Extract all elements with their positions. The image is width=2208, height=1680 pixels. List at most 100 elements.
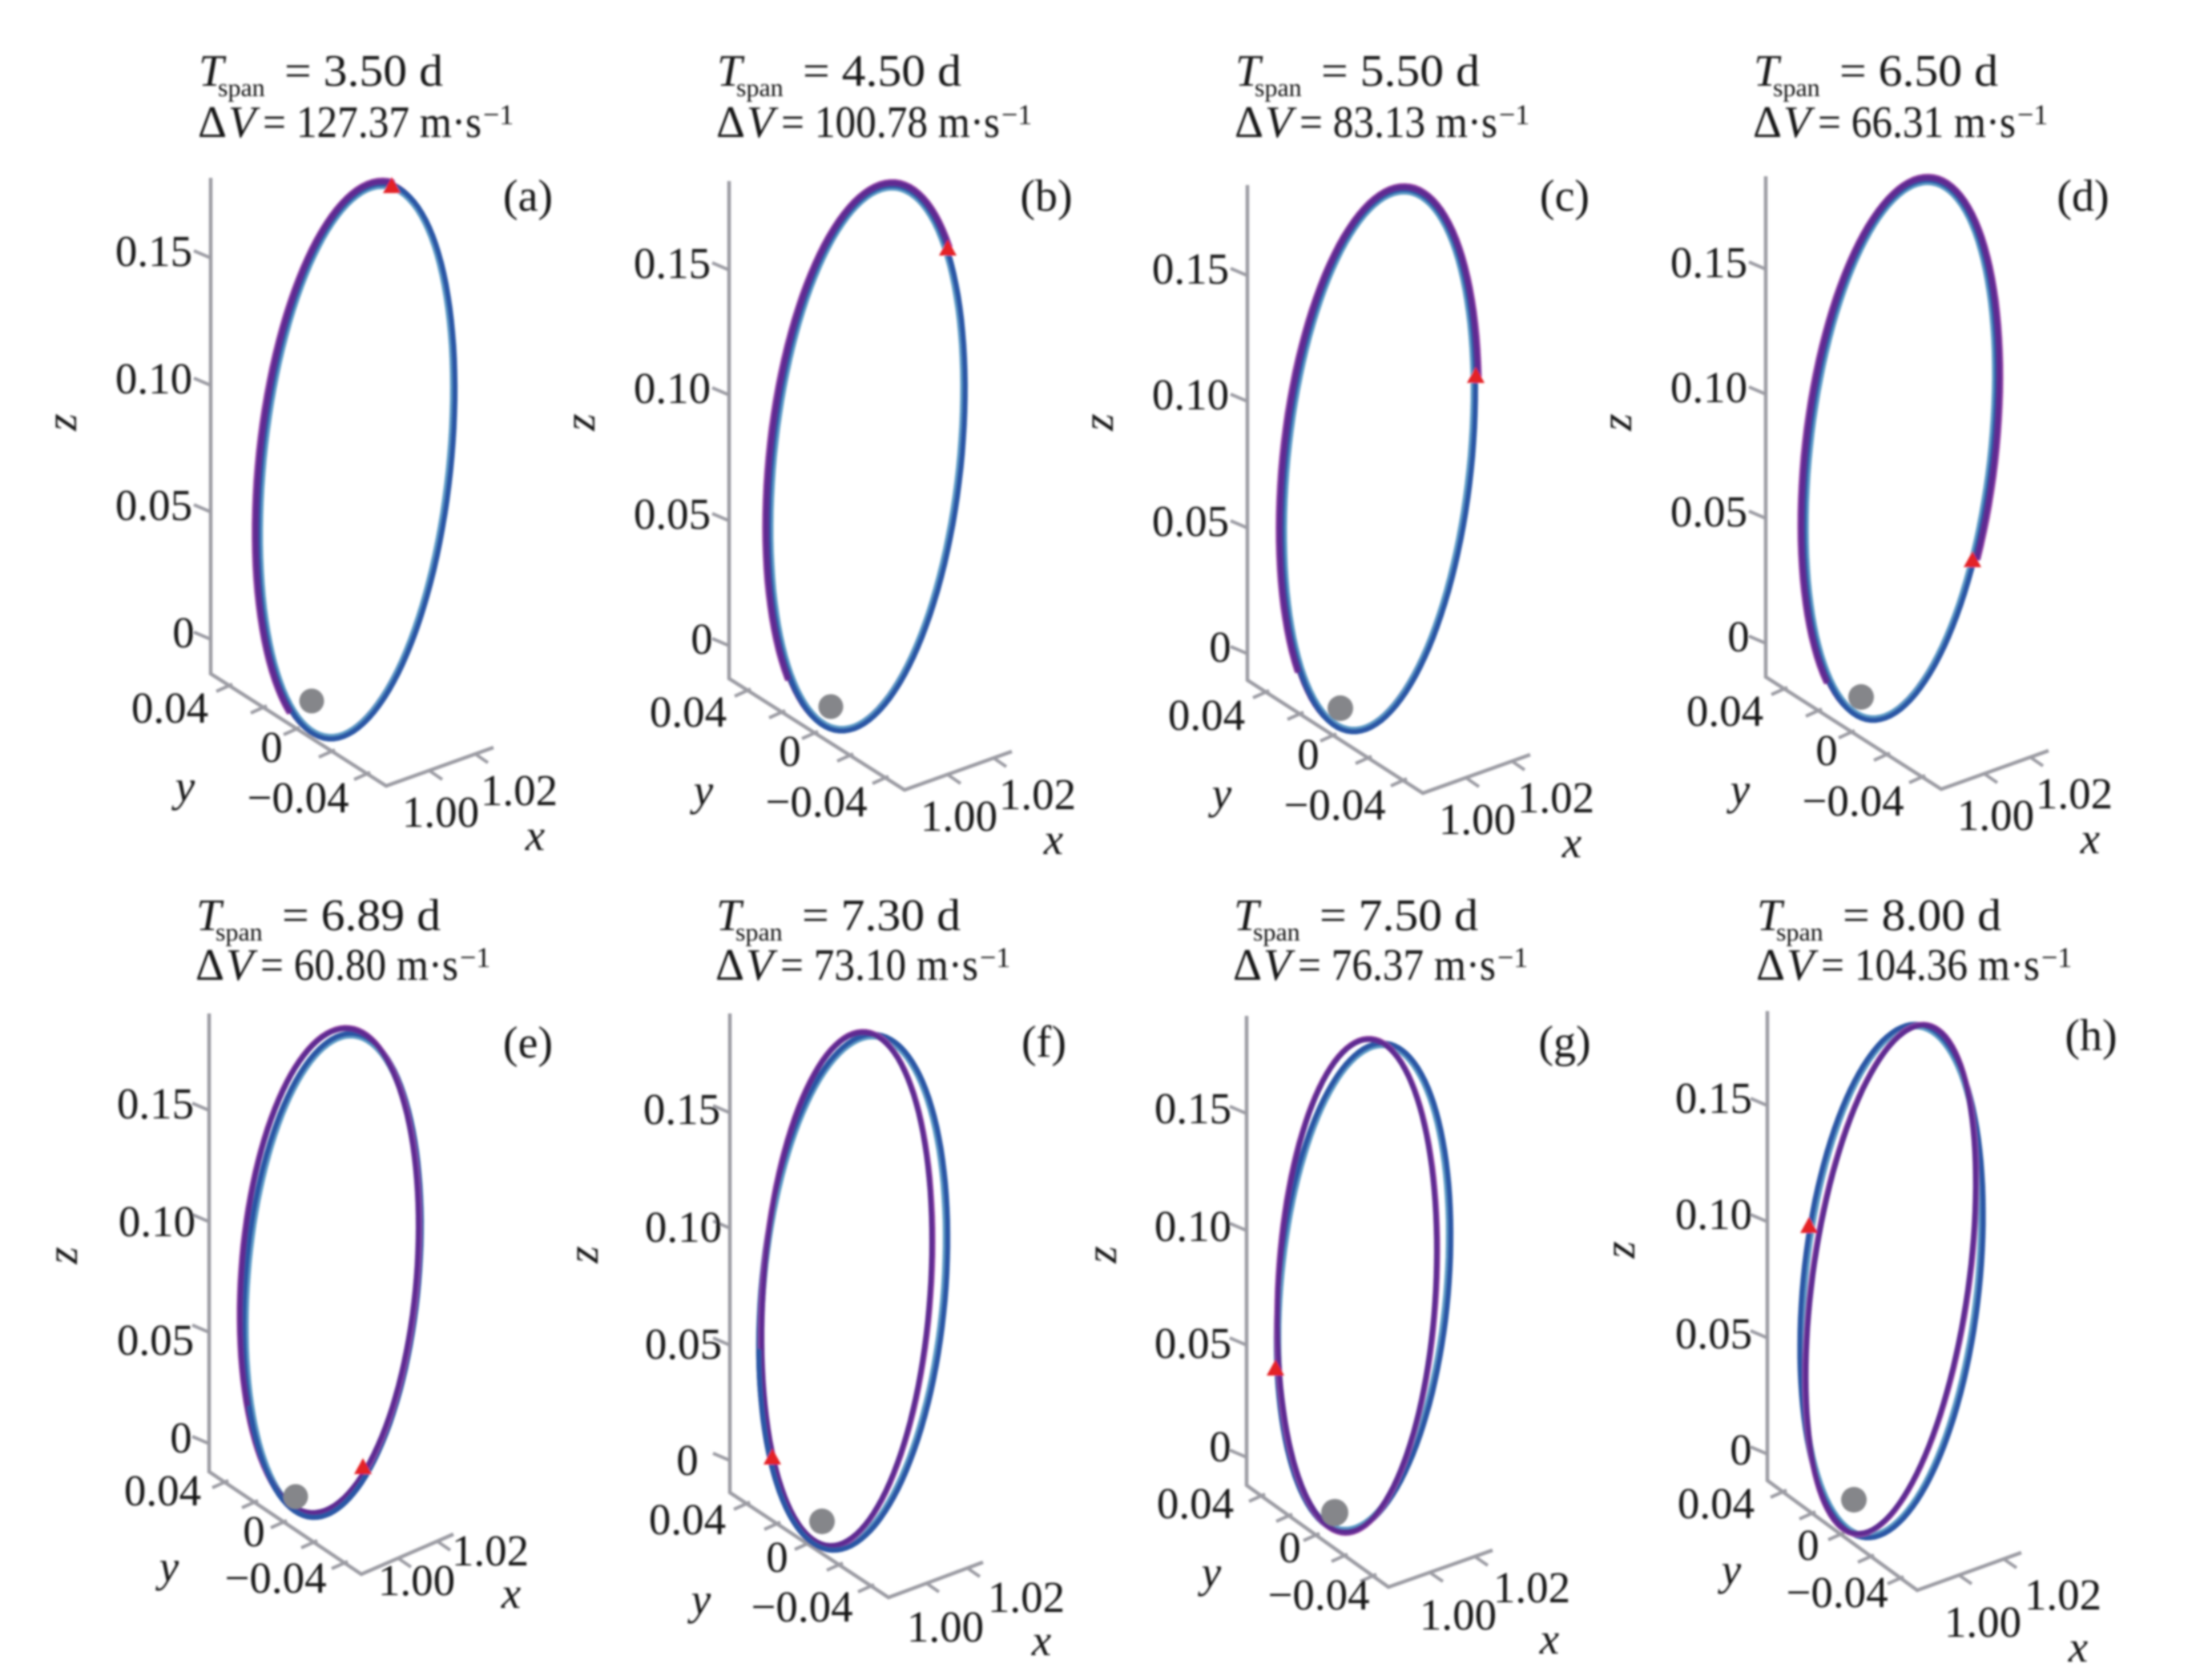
svg-text:Δ: Δ <box>1756 941 1785 990</box>
svg-text:0.10: 0.10 <box>634 364 711 413</box>
svg-text:0.15: 0.15 <box>1675 1074 1752 1122</box>
svg-text:0.15: 0.15 <box>1670 238 1747 287</box>
svg-text:1.02: 1.02 <box>988 1573 1065 1622</box>
svg-text:0: 0 <box>779 727 801 776</box>
svg-text:0: 0 <box>172 608 195 657</box>
svg-text:0: 0 <box>676 1436 699 1485</box>
svg-text:0.05: 0.05 <box>115 481 192 530</box>
svg-text:0: 0 <box>691 614 713 663</box>
svg-text:(b): (b) <box>1020 171 1072 221</box>
svg-text:0: 0 <box>1815 726 1838 775</box>
svg-text:−1: −1 <box>1499 99 1529 131</box>
svg-text:x: x <box>501 1569 522 1618</box>
svg-text:(a): (a) <box>503 171 553 221</box>
svg-text:= 5.50 d: = 5.50 d <box>1321 46 1480 96</box>
svg-text:z: z <box>1077 1246 1126 1263</box>
svg-text:−0.04: −0.04 <box>1786 1568 1888 1617</box>
svg-text:1.02: 1.02 <box>2025 1570 2101 1619</box>
svg-text:V: V <box>747 98 779 147</box>
svg-text:(h): (h) <box>2065 1011 2117 1061</box>
svg-text:(f): (f) <box>1021 1017 1066 1067</box>
svg-text:−1: −1 <box>980 941 1010 973</box>
svg-text:x: x <box>1031 1616 1052 1665</box>
svg-text:span: span <box>216 917 263 946</box>
svg-text:1.02: 1.02 <box>452 1526 529 1575</box>
svg-text:= 127.37 m·s: = 127.37 m·s <box>263 98 481 147</box>
svg-text:−1: −1 <box>1001 99 1032 131</box>
svg-text:= 7.30 d: = 7.30 d <box>802 891 961 941</box>
svg-text:V: V <box>1265 98 1297 147</box>
svg-text:0.05: 0.05 <box>645 1319 722 1368</box>
svg-text:span: span <box>1773 73 1820 102</box>
svg-text:0.04: 0.04 <box>1678 1479 1755 1528</box>
svg-text:0.04: 0.04 <box>131 683 208 732</box>
svg-text:x: x <box>1561 818 1582 867</box>
svg-text:0.15: 0.15 <box>634 239 711 288</box>
svg-text:1.00: 1.00 <box>1957 791 2034 840</box>
svg-text:Δ: Δ <box>1235 98 1263 147</box>
svg-text:−0.04: −0.04 <box>1267 1570 1369 1619</box>
svg-text:1.00: 1.00 <box>402 788 479 836</box>
svg-text:z: z <box>37 413 86 431</box>
svg-text:Δ: Δ <box>198 98 227 147</box>
svg-text:0: 0 <box>170 1413 192 1462</box>
svg-text:span: span <box>218 73 265 102</box>
svg-text:(d): (d) <box>2057 171 2109 221</box>
svg-text:= 3.50 d: = 3.50 d <box>284 46 443 96</box>
svg-text:V: V <box>226 941 258 990</box>
svg-text:0.10: 0.10 <box>1670 363 1747 412</box>
svg-text:= 104.36 m·s: = 104.36 m·s <box>1821 941 2040 990</box>
svg-text:z: z <box>558 1246 607 1263</box>
svg-text:Δ: Δ <box>716 98 745 147</box>
svg-text:= 7.50 d: = 7.50 d <box>1320 891 1478 941</box>
svg-text:x: x <box>1043 815 1064 864</box>
svg-text:x: x <box>2068 1622 2089 1671</box>
svg-text:0: 0 <box>243 1507 265 1556</box>
svg-text:T: T <box>196 891 224 941</box>
svg-text:0.05: 0.05 <box>1152 497 1229 546</box>
svg-text:T: T <box>717 46 745 96</box>
svg-text:−1: −1 <box>2017 99 2048 131</box>
svg-text:0.10: 0.10 <box>115 354 192 403</box>
svg-text:Δ: Δ <box>1233 941 1262 990</box>
svg-text:span: span <box>1255 73 1302 102</box>
svg-text:T: T <box>1757 891 1785 941</box>
svg-text:V: V <box>746 941 778 990</box>
svg-text:1.02: 1.02 <box>1517 773 1594 822</box>
svg-text:y: y <box>690 766 714 815</box>
svg-text:−1: −1 <box>1497 941 1528 973</box>
svg-text:= 83.13 m·s: = 83.13 m·s <box>1299 98 1497 147</box>
svg-text:0: 0 <box>260 723 283 772</box>
svg-text:0.10: 0.10 <box>645 1203 722 1251</box>
svg-text:0.04: 0.04 <box>1686 687 1763 735</box>
svg-text:0: 0 <box>1279 1523 1301 1572</box>
svg-text:0.15: 0.15 <box>115 227 192 276</box>
svg-text:span: span <box>1776 917 1823 946</box>
svg-text:T: T <box>716 891 744 941</box>
svg-text:y: y <box>155 1542 179 1591</box>
svg-text:−0.04: −0.04 <box>751 1582 852 1631</box>
svg-text:Δ: Δ <box>1753 98 1782 147</box>
svg-text:= 76.37 m·s: = 76.37 m·s <box>1298 941 1496 990</box>
svg-text:y: y <box>687 1575 711 1624</box>
svg-text:= 60.80 m·s: = 60.80 m·s <box>260 941 458 990</box>
svg-text:1.02: 1.02 <box>1493 1563 1570 1612</box>
svg-text:1.00: 1.00 <box>1420 1590 1497 1639</box>
svg-text:0.15: 0.15 <box>1154 1084 1231 1133</box>
svg-text:0: 0 <box>766 1533 788 1581</box>
svg-text:0.05: 0.05 <box>1154 1319 1231 1368</box>
svg-text:z: z <box>555 413 604 431</box>
svg-text:= 100.78 m·s: = 100.78 m·s <box>781 98 1000 147</box>
svg-text:= 6.50 d: = 6.50 d <box>1839 46 1998 96</box>
svg-text:T: T <box>199 46 227 96</box>
svg-text:y: y <box>1208 769 1232 818</box>
svg-text:T: T <box>1754 46 1782 96</box>
svg-text:= 8.00 d: = 8.00 d <box>1843 891 2001 941</box>
svg-text:−0.04: −0.04 <box>1283 780 1385 829</box>
svg-text:V: V <box>1783 98 1815 147</box>
svg-text:(g): (g) <box>1538 1017 1590 1067</box>
svg-text:y: y <box>1718 1545 1742 1594</box>
svg-text:T: T <box>1235 46 1263 96</box>
svg-text:1.00: 1.00 <box>1439 795 1516 844</box>
svg-text:1.02: 1.02 <box>481 766 558 815</box>
